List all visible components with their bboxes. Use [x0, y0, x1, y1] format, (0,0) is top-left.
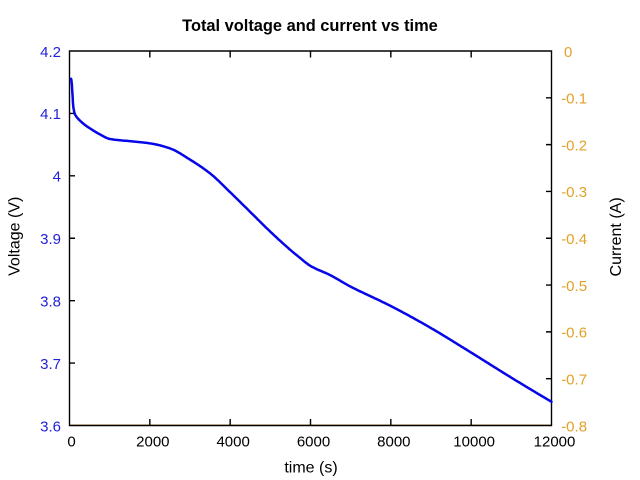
- svg-text:10000: 10000: [453, 434, 495, 451]
- svg-text:Current (A): Current (A): [608, 197, 625, 276]
- svg-text:-0.7: -0.7: [561, 371, 587, 388]
- svg-text:0: 0: [67, 434, 75, 451]
- svg-text:3.7: 3.7: [40, 356, 61, 373]
- svg-text:4.1: 4.1: [40, 106, 61, 123]
- svg-text:-0.8: -0.8: [561, 418, 587, 435]
- svg-text:time (s): time (s): [284, 460, 337, 477]
- svg-text:4: 4: [53, 169, 61, 186]
- svg-text:-0.5: -0.5: [561, 278, 587, 295]
- svg-text:3.9: 3.9: [40, 231, 61, 248]
- svg-text:Total voltage and current vs t: Total voltage and current vs time: [182, 17, 438, 35]
- svg-text:6000: 6000: [297, 434, 330, 451]
- svg-text:-0.3: -0.3: [561, 184, 587, 201]
- svg-text:2000: 2000: [136, 434, 169, 451]
- svg-text:8000: 8000: [377, 434, 410, 451]
- svg-text:4.2: 4.2: [40, 44, 61, 61]
- svg-text:0: 0: [564, 44, 572, 61]
- svg-text:12000: 12000: [534, 434, 576, 451]
- svg-text:-0.1: -0.1: [561, 91, 587, 108]
- svg-text:Voltage (V): Voltage (V): [6, 197, 23, 276]
- svg-text:3.6: 3.6: [40, 418, 61, 435]
- svg-text:3.8: 3.8: [40, 293, 61, 310]
- svg-text:-0.2: -0.2: [561, 137, 587, 154]
- svg-text:-0.6: -0.6: [561, 325, 587, 342]
- svg-text:-0.4: -0.4: [561, 231, 587, 248]
- svg-text:4000: 4000: [216, 434, 249, 451]
